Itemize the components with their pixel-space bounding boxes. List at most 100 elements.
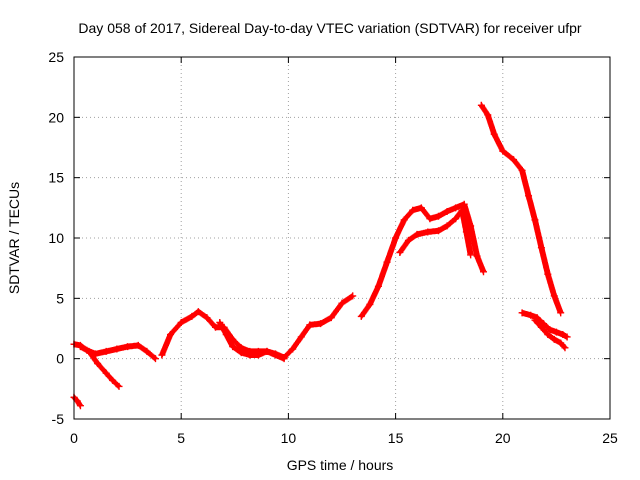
y-tick-label: 10: [48, 230, 64, 246]
series-band: [158, 293, 355, 361]
data-point: [338, 299, 346, 307]
x-tick-labels: 0 5 10 15 20 25: [70, 430, 618, 446]
data-point: [203, 314, 211, 322]
data-point: [544, 270, 552, 278]
data-point: [166, 331, 174, 339]
x-axis-label: GPS time / hours: [287, 457, 394, 473]
data-point: [557, 339, 565, 347]
data-point: [531, 216, 539, 224]
data-point: [374, 282, 382, 290]
data-point: [510, 156, 518, 164]
data-point: [550, 335, 558, 343]
series-track-f: [357, 200, 488, 320]
data-point: [124, 343, 132, 351]
data-point: [177, 318, 185, 326]
series-track-b: [76, 343, 123, 390]
data-point: [229, 343, 237, 351]
x-tick-label: 20: [495, 430, 511, 446]
series-track-g: [396, 206, 475, 259]
y-tick-label: -5: [52, 411, 65, 427]
data-point: [85, 347, 93, 355]
data-point: [383, 258, 391, 266]
data-point: [413, 230, 421, 238]
data-point: [366, 300, 374, 308]
y-tick-label: 0: [56, 351, 64, 367]
data-point: [458, 206, 466, 214]
data-point: [424, 228, 432, 236]
data-point: [460, 200, 468, 208]
data-point: [297, 333, 305, 341]
data-point: [527, 311, 535, 319]
data-point: [102, 347, 110, 355]
data-point: [559, 331, 567, 339]
data-point: [525, 192, 533, 200]
data-point: [531, 316, 539, 324]
data-point: [518, 309, 526, 317]
data-point: [544, 331, 552, 339]
series-track-d: [158, 292, 357, 361]
data-point: [462, 228, 470, 236]
data-point: [143, 347, 151, 355]
data-point: [477, 101, 485, 109]
data-point: [349, 292, 357, 300]
y-tick-label: 25: [48, 49, 64, 65]
data-point: [396, 248, 404, 256]
series-track-e: [216, 318, 288, 363]
data-point: [537, 323, 545, 331]
data-point: [280, 355, 288, 363]
grid-lines: [74, 57, 610, 419]
data-point: [194, 308, 202, 316]
x-tick-label: 25: [602, 430, 618, 446]
data-point: [467, 251, 475, 259]
axis-ticks: [73, 56, 611, 420]
series-track-h: [477, 101, 565, 317]
data-point: [317, 320, 325, 328]
data-point: [452, 215, 460, 223]
data-point: [561, 344, 569, 352]
data-point: [357, 312, 365, 320]
data-point: [480, 268, 488, 276]
data-point: [327, 314, 335, 322]
data-point: [537, 244, 545, 252]
data-point: [467, 222, 475, 230]
data-point: [73, 397, 81, 405]
y-tick-label: 5: [56, 290, 64, 306]
data-point: [109, 376, 117, 384]
chart-title: Day 058 of 2017, Sidereal Day-to-day VTE…: [78, 20, 582, 36]
data-point: [289, 345, 297, 353]
data-point: [426, 215, 434, 223]
data-point: [557, 309, 565, 317]
data-point: [76, 402, 84, 410]
data-point: [246, 351, 254, 359]
data-point: [151, 355, 159, 363]
data-point: [400, 216, 408, 224]
data-point: [443, 222, 451, 230]
data-series: [70, 101, 571, 410]
y-axis-label: SDTVAR / TECUs: [6, 182, 22, 294]
data-point: [188, 312, 196, 320]
x-tick-label: 10: [281, 430, 297, 446]
data-point: [216, 318, 224, 326]
data-point: [443, 207, 451, 215]
series-track-j: [531, 316, 569, 352]
data-point: [404, 236, 412, 244]
data-point: [263, 347, 271, 355]
series-track-i: [518, 309, 571, 341]
data-point: [552, 328, 560, 336]
x-tick-label: 5: [177, 430, 185, 446]
data-point: [272, 351, 280, 359]
data-point: [113, 345, 121, 353]
data-point: [473, 252, 481, 260]
data-point: [484, 111, 492, 119]
y-tick-label: 20: [48, 109, 64, 125]
data-point: [115, 382, 123, 390]
data-point: [452, 204, 460, 212]
data-point: [546, 326, 554, 334]
data-point: [134, 341, 142, 349]
data-point: [563, 333, 571, 341]
data-point: [222, 331, 230, 339]
y-tick-label: 15: [48, 170, 64, 186]
x-tick-label: 15: [388, 430, 404, 446]
series-track-c: [70, 393, 84, 410]
